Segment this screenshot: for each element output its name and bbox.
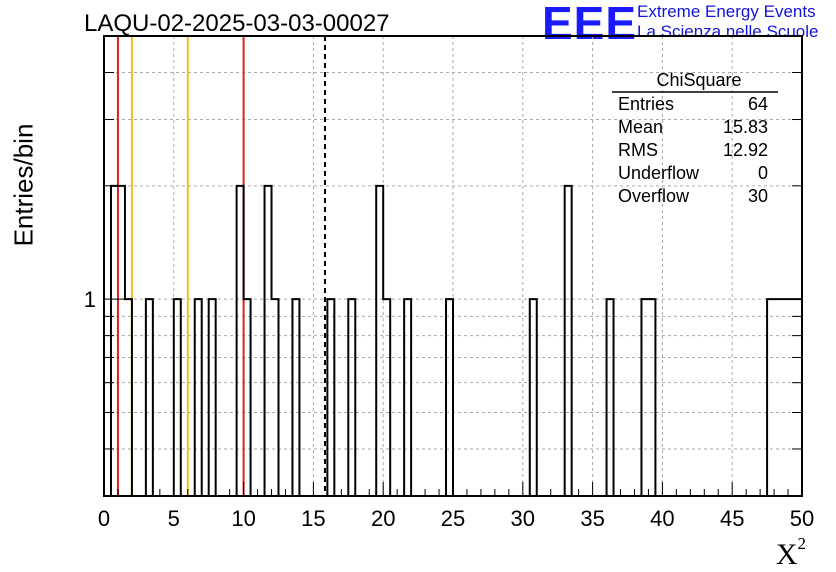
eee-logo-mark: EEE bbox=[542, 0, 638, 49]
reference-lines-layer bbox=[116, 36, 326, 496]
stats-row-label: Mean bbox=[618, 117, 663, 137]
eee-logo-line1: Extreme Energy Events bbox=[637, 2, 816, 21]
x-tick-label: 40 bbox=[650, 506, 674, 531]
tick-labels-layer: 0 5 10 15 20 25 30 35 40 45 50 1 bbox=[84, 287, 814, 531]
x-tick-label: 5 bbox=[168, 506, 180, 531]
x-axis-label-superscript: 2 bbox=[797, 534, 807, 553]
y-tick-label: 1 bbox=[84, 287, 96, 312]
stats-row-value: 15.83 bbox=[723, 117, 768, 137]
x-tick-label: 25 bbox=[441, 506, 465, 531]
stats-row-label: Underflow bbox=[618, 163, 700, 183]
run-title: LAQU-02-2025-03-03-00027 bbox=[84, 10, 390, 37]
stats-row-value: 12.92 bbox=[723, 140, 768, 160]
x-tick-label: 30 bbox=[511, 506, 535, 531]
stats-row-value: 0 bbox=[758, 163, 768, 183]
x-tick-label: 0 bbox=[98, 506, 110, 531]
stats-box-title: ChiSquare bbox=[656, 70, 741, 90]
stats-row-label: Entries bbox=[618, 94, 674, 114]
x-tick-label: 20 bbox=[371, 506, 395, 531]
x-axis-label-text: X bbox=[775, 538, 798, 571]
x-tick-label: 10 bbox=[231, 506, 255, 531]
stats-row-label: RMS bbox=[618, 140, 658, 160]
stats-box: ChiSquare Entries 64 Mean 15.83 RMS 12.92 Under… bbox=[612, 70, 778, 206]
x-tick-label: 50 bbox=[790, 506, 814, 531]
x-tick-label: 15 bbox=[301, 506, 325, 531]
histogram-step-line bbox=[104, 184, 802, 497]
stats-row-value: 64 bbox=[748, 94, 768, 114]
stats-row-value: 30 bbox=[748, 186, 768, 206]
x-tick-label: 45 bbox=[720, 506, 744, 531]
stats-row-label: Overflow bbox=[618, 186, 690, 206]
x-tick-label: 35 bbox=[580, 506, 604, 531]
x-axis-label: X2 bbox=[775, 534, 806, 572]
axis-ticks-layer bbox=[103, 71, 803, 496]
